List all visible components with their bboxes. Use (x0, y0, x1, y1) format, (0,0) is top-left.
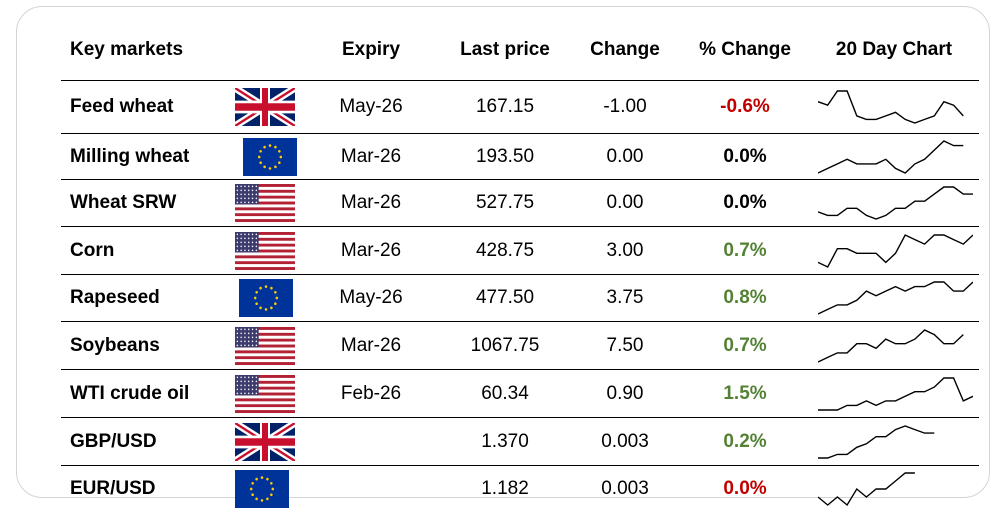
pct-change-value: 0.7% (723, 335, 767, 356)
sparkline-series (818, 186, 973, 220)
header-pct-change: % Change (699, 39, 791, 60)
market-name: Milling wheat (70, 146, 190, 167)
table-row: Soybeans Mar-26 1067.75 7.50 0.7% (61, 322, 979, 370)
table-row: Milling wheat Mar-26 193.50 0.00 0.0% (61, 134, 979, 180)
us-flag (235, 327, 295, 366)
eu-flag (235, 470, 295, 508)
last-price-value: 167.15 (475, 96, 535, 117)
table-body: Feed wheat May-26 167.15 -1.00 -0.6% Milling … (61, 81, 979, 512)
key-markets-table: Key markets Expiry Last price Change % C… (61, 33, 979, 512)
pct-change-value: 0.0% (723, 192, 767, 213)
market-name: Rapeseed (70, 287, 160, 308)
header-20-day-chart: 20 Day Chart (835, 39, 953, 60)
market-name: GBP/USD (70, 431, 157, 452)
us-flag (235, 184, 295, 223)
last-price-value: 527.75 (475, 192, 535, 213)
expiry-value: May-26 (339, 287, 403, 308)
sparkline-chart (818, 425, 935, 459)
sparkline-series (818, 140, 964, 174)
expiry-value: Feb-26 (340, 383, 402, 404)
table-row: WTI crude oil Feb-26 60.34 0.90 1.5% (61, 370, 979, 418)
eu-flag (243, 138, 303, 176)
sparkline-series (818, 234, 973, 268)
last-price-value: 1.182 (481, 478, 529, 499)
sparkline-series (818, 281, 973, 315)
sparkline-series (818, 329, 964, 363)
table-row: EUR/USD 1.182 0.003 0.0% (61, 466, 979, 512)
uk-flag (233, 84, 297, 130)
market-name: EUR/USD (70, 478, 156, 499)
sparkline-chart (818, 234, 973, 268)
market-name: Corn (70, 240, 115, 261)
table-row: Wheat SRW Mar-26 527.75 0.00 0.0% (61, 180, 979, 227)
header-expiry: Expiry (341, 39, 401, 60)
sparkline-chart (818, 186, 973, 220)
expiry-value: Mar-26 (340, 240, 402, 261)
last-price-value: 60.34 (481, 383, 529, 404)
header-change: Change (590, 39, 660, 60)
expiry-value: May-26 (339, 96, 403, 117)
sparkline-chart (818, 329, 964, 363)
sparkline-series (818, 425, 935, 459)
last-price-value: 1067.75 (470, 335, 540, 356)
table-row: Feed wheat May-26 167.15 -1.00 -0.6% (61, 81, 979, 134)
last-price-value: 477.50 (475, 287, 535, 308)
uk-flag (233, 419, 297, 465)
us-flag (235, 232, 295, 271)
market-name: WTI crude oil (70, 383, 190, 404)
table-header: Key markets Expiry Last price Change % C… (61, 33, 979, 81)
pct-change-value: 0.8% (723, 287, 767, 308)
sparkline-chart (818, 281, 973, 315)
header-last-price: Last price (460, 39, 550, 60)
market-name: Wheat SRW (70, 192, 177, 213)
sparkline-chart (818, 140, 964, 174)
change-value: 0.00 (606, 146, 644, 167)
expiry-value: Mar-26 (340, 146, 402, 167)
header-market: Key markets (70, 39, 184, 60)
market-name: Soybeans (70, 335, 160, 356)
eu-flag (239, 279, 299, 317)
pct-change-value: -0.6% (720, 96, 770, 117)
table-row: Rapeseed May-26 477.50 3.75 0.8% (61, 275, 979, 322)
change-value: 3.00 (606, 240, 644, 261)
change-value: -1.00 (603, 96, 647, 117)
market-name: Feed wheat (70, 96, 174, 117)
change-value: 0.90 (606, 383, 644, 404)
change-value: 0.003 (601, 431, 649, 452)
last-price-value: 1.370 (481, 431, 529, 452)
pct-change-value: 0.0% (723, 478, 767, 499)
key-markets-card: Key markets Expiry Last price Change % C… (16, 6, 990, 508)
last-price-value: 193.50 (475, 146, 535, 167)
pct-change-value: 0.2% (723, 431, 767, 452)
pct-change-value: 1.5% (723, 383, 767, 404)
change-value: 3.75 (606, 287, 644, 308)
us-flag (235, 375, 295, 414)
table-row: Corn Mar-26 428.75 3.00 0.7% (61, 227, 979, 275)
table-row: GBP/USD 1.370 0.003 0.2% (61, 418, 979, 466)
change-value: 0.003 (601, 478, 649, 499)
sparkline-chart (818, 90, 964, 124)
pct-change-value: 0.0% (723, 146, 767, 167)
change-value: 7.50 (606, 335, 644, 356)
expiry-value: Mar-26 (340, 335, 402, 356)
change-value: 0.00 (606, 192, 644, 213)
sparkline-series (818, 472, 915, 507)
sparkline-chart (818, 377, 973, 411)
expiry-value: Mar-26 (340, 192, 402, 213)
sparkline-chart (818, 472, 915, 507)
last-price-value: 428.75 (475, 240, 535, 261)
sparkline-series (818, 377, 973, 411)
sparkline-series (818, 90, 964, 124)
pct-change-value: 0.7% (723, 240, 767, 261)
